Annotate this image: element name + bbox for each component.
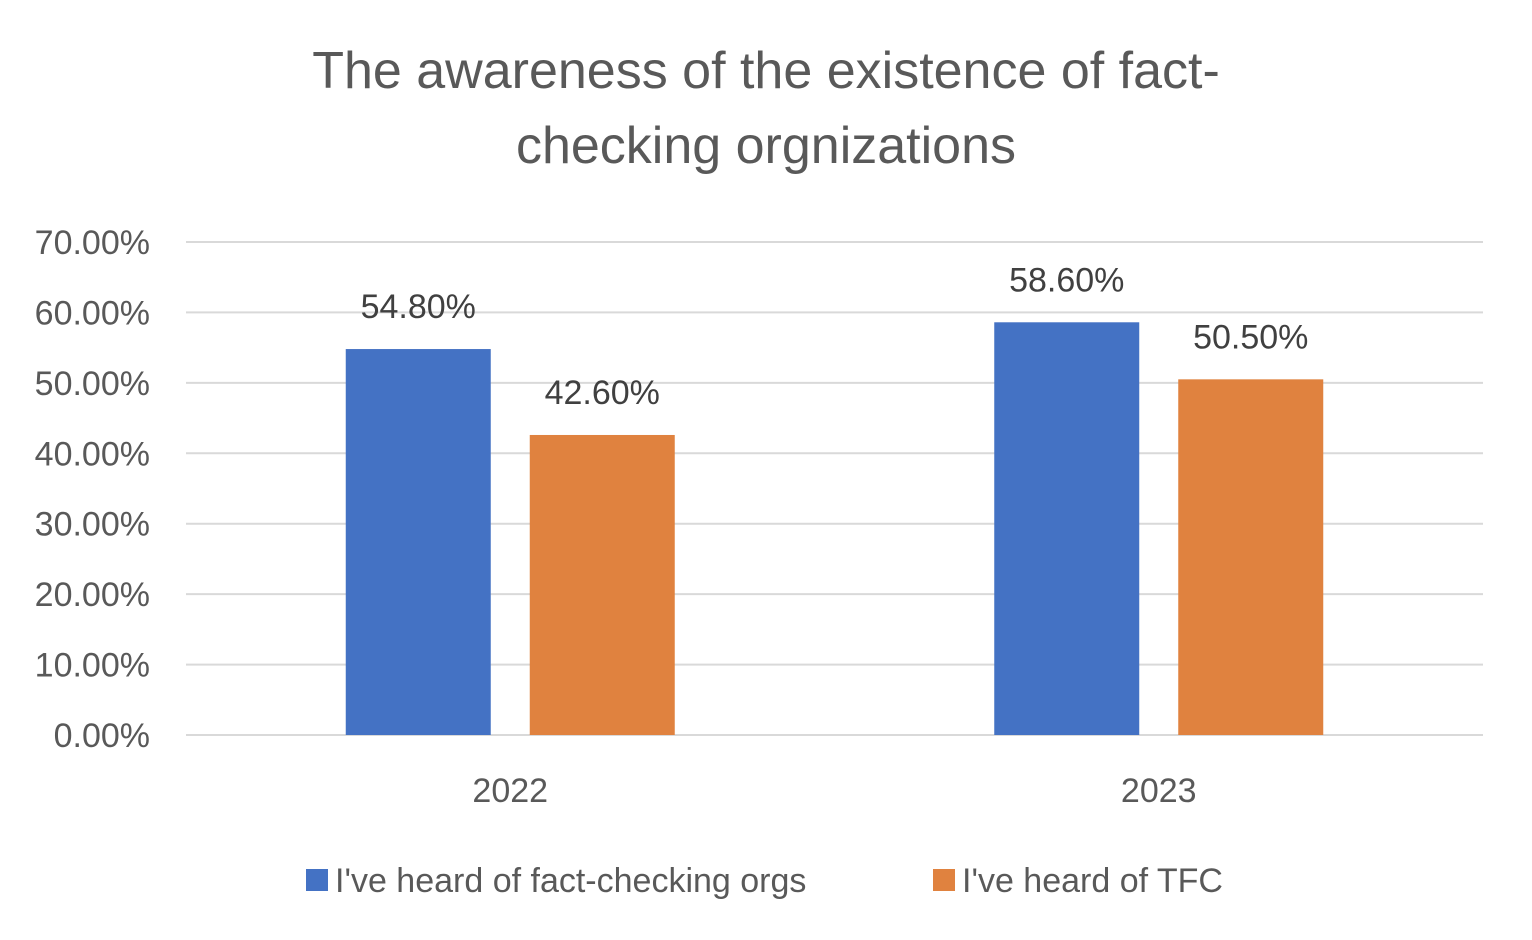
bars — [345, 322, 1324, 735]
x-tick-label-2022: 2022 — [472, 772, 548, 810]
legend: I've heard of fact-checking orgs I've hea… — [306, 862, 1223, 900]
data-label-2022-series-2: 42.60% — [545, 374, 660, 412]
legend-swatch-series-2 — [933, 869, 955, 891]
y-tick-label: 10.00% — [35, 647, 150, 685]
y-tick-label: 0.00% — [54, 717, 150, 755]
y-tick-label: 60.00% — [35, 294, 150, 332]
legend-swatch-series-1 — [306, 869, 328, 891]
y-tick-label: 50.00% — [35, 365, 150, 403]
data-labels: 54.80% 42.60% 58.60% 50.50% — [361, 261, 1309, 412]
x-axis: 2022 2023 — [472, 772, 1196, 810]
chart-title-line-1: The awareness of the existence of fact- — [312, 42, 1220, 100]
legend-label-series-1: I've heard of fact-checking orgs — [335, 862, 806, 900]
y-axis: 0.00% 10.00% 20.00% 30.00% 40.00% 50.00% 60.00… — [35, 224, 150, 755]
y-tick-label: 20.00% — [35, 576, 150, 614]
bar-2022-series-2 — [529, 434, 675, 735]
y-tick-label: 30.00% — [35, 506, 150, 544]
data-label-2023-series-2: 50.50% — [1193, 318, 1308, 356]
bar-2023-series-2 — [1178, 379, 1324, 735]
data-label-2023-series-1: 58.60% — [1009, 261, 1124, 299]
x-tick-label-2023: 2023 — [1121, 772, 1197, 810]
bar-2023-series-1 — [994, 322, 1140, 735]
chart-title-line-2: checking orgnizations — [516, 117, 1016, 175]
chart-title: The awareness of the existence of fact- … — [312, 42, 1220, 175]
bar-2022-series-1 — [345, 349, 491, 735]
y-tick-label: 70.00% — [35, 224, 150, 262]
data-label-2022-series-1: 54.80% — [361, 288, 476, 326]
legend-label-series-2: I've heard of TFC — [962, 862, 1223, 900]
y-tick-label: 40.00% — [35, 435, 150, 473]
